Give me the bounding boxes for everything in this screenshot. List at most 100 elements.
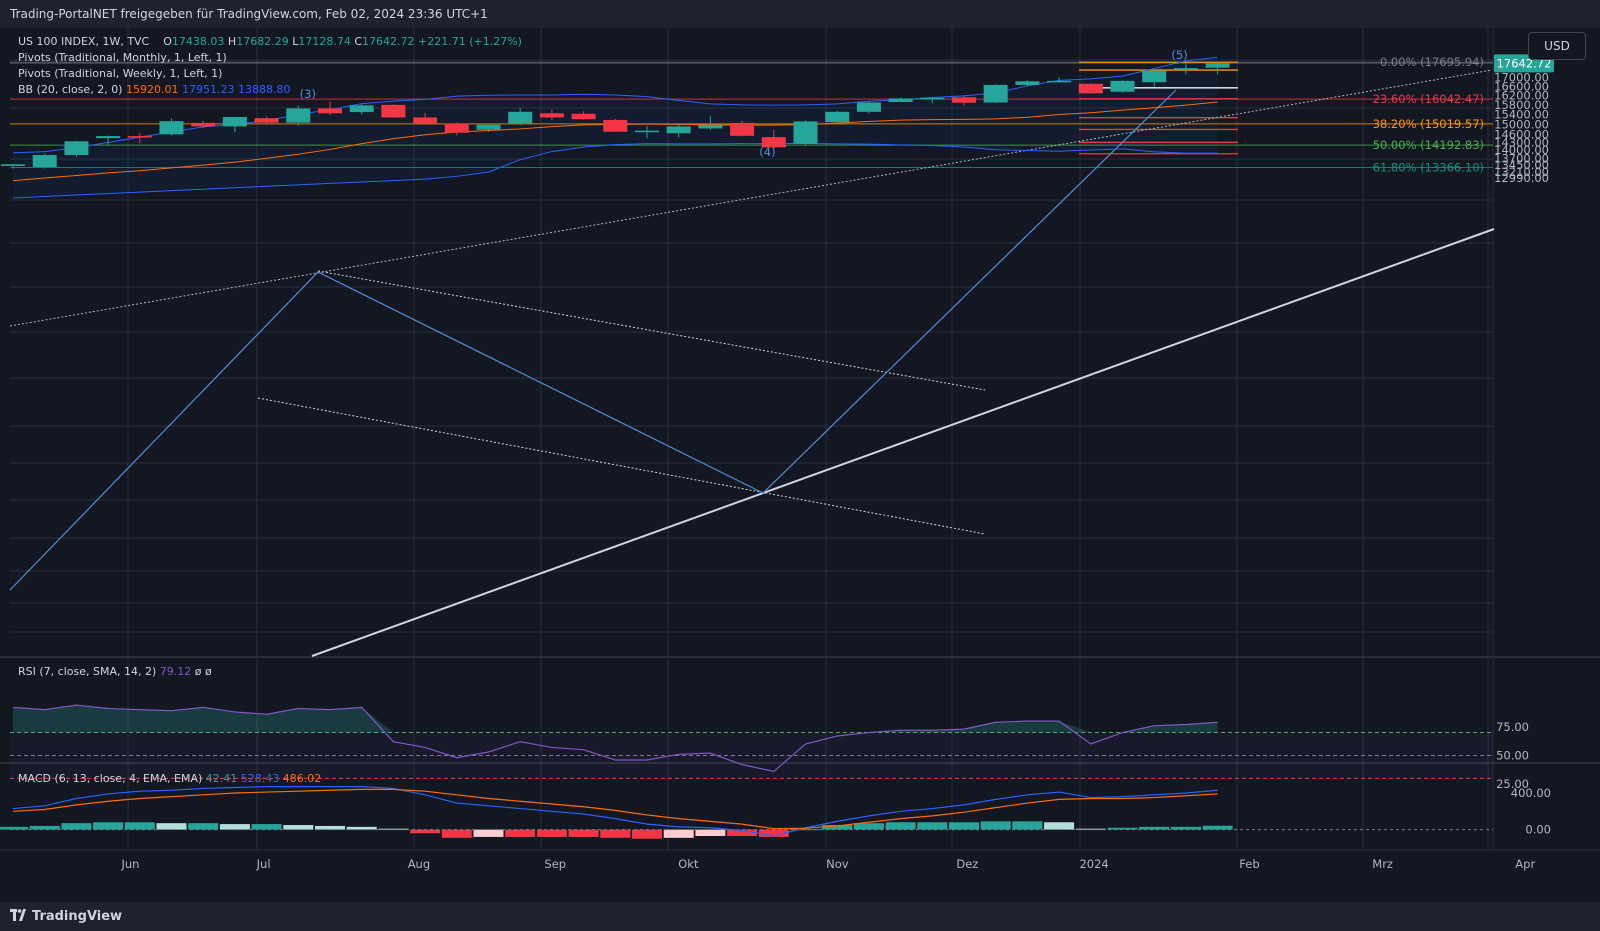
macd-hist-value: 42.41 [205, 772, 238, 785]
wave-label-2: (5) [1171, 48, 1187, 62]
macd-hist-bar-23 [727, 829, 758, 837]
rsi-legend[interactable]: RSI (7, close, SMA, 14, 2) 79.12 ø ø [18, 664, 212, 680]
legend-bb-label: BB (20, close, 2, 0) [18, 83, 123, 96]
macd-hist-bar-20 [632, 829, 662, 839]
candle-body-28 [888, 98, 913, 103]
wave-label-0: (3) [300, 87, 316, 101]
wave-label-1: (4) [759, 145, 775, 159]
macd-hist-bar-8 [251, 824, 282, 830]
rsi-value: 79.12 [159, 665, 192, 678]
rsi-label: RSI (7, close, SMA, 14, 2) [18, 665, 157, 678]
legend-open-label: O [163, 35, 172, 48]
legend-high: 17682.29 [236, 35, 289, 48]
currency-button[interactable]: USD [1528, 32, 1586, 60]
macd-hist-bar-31 [980, 821, 1011, 830]
macd-signal-line [12, 788, 1218, 830]
macd-hist-bar-35 [1107, 827, 1138, 830]
candle-body-10 [318, 108, 342, 114]
candle-body-35 [1110, 80, 1135, 92]
candle-body-4 [127, 136, 152, 138]
time-tick-8: Feb [1239, 857, 1259, 871]
bb-lower-line [12, 142, 1218, 199]
candle-body-38 [1205, 63, 1230, 68]
macd-signal-value: 486.02 [282, 772, 322, 785]
candle-body-17 [539, 113, 564, 118]
tradingview-logo-icon [10, 909, 26, 921]
candle-body-5 [159, 121, 184, 135]
legend-pivot-monthly[interactable]: Pivots (Traditional, Monthly, 1, Left, 1… [18, 51, 227, 64]
candle-body-20 [635, 130, 659, 133]
time-tick-7: 2024 [1079, 857, 1108, 871]
rsi-tick-0: 75.00 [1496, 720, 1529, 734]
time-tick-2: Aug [408, 857, 430, 871]
time-tick-0: Jun [120, 857, 139, 871]
macd-hist-bar-28 [885, 822, 916, 830]
fib-level-label-3: 50.00% (14192.83) [1373, 138, 1484, 152]
macd-hist-bar-32 [1012, 821, 1043, 830]
macd-line [12, 785, 1218, 837]
long-term-support-line [311, 228, 1495, 657]
price-tick-13: 13210.00 [1494, 165, 1549, 179]
fib-level-label-0: 0.00% (17695.94) [1380, 55, 1484, 69]
price-tick-5: 15800.00 [1494, 98, 1549, 112]
fib-level-label-4: 61.80% (13366.10) [1373, 160, 1484, 174]
macd-hist-bar-12 [378, 828, 409, 830]
fib-level-label-2: 38.20% (15019.57) [1373, 117, 1484, 131]
legend-bb-lower: 13888.80 [237, 83, 291, 96]
macd-hist-bar-27 [853, 823, 884, 830]
candle-body-9 [286, 108, 311, 123]
macd-hist-bar-25 [790, 829, 821, 831]
candle-body-12 [381, 104, 406, 118]
macd-hist-bar-37 [1170, 826, 1201, 830]
candle-body-24 [761, 137, 786, 148]
macd-legend[interactable]: MACD (6, 13, close, 4, EMA, EMA) 42.41 5… [18, 771, 321, 787]
chart-area[interactable]: 0.00% (17695.94) 23.60% (16042.47) 38.20% … [0, 28, 1600, 902]
price-tick-3: 16600.00 [1494, 79, 1549, 93]
time-tick-1: Jul [256, 857, 271, 871]
candle-body-36 [1142, 70, 1167, 83]
macd-hist-bar-15 [473, 829, 504, 837]
macd-line-value: 528.43 [240, 772, 280, 785]
price-tick-8: 14600.00 [1494, 128, 1549, 142]
tradingview-brand[interactable]: TradingView [10, 909, 122, 924]
macd-hist-bar-26 [822, 825, 853, 830]
macd-hist-bar-6 [188, 823, 219, 830]
channel-bottom-dotted-line [257, 397, 986, 535]
macd-hist-bar-18 [568, 829, 599, 837]
rsi-overbought-fill [13, 705, 1218, 733]
time-tick-9: Mrz [1372, 857, 1393, 871]
macd-hist-bar-17 [536, 829, 567, 837]
legend-symbol[interactable]: US 100 INDEX, 1W, TVC [18, 35, 150, 48]
macd-hist-bar-7 [219, 824, 250, 830]
rsi-tick-1: 50.00 [1496, 748, 1529, 762]
legend: US 100 INDEX, 1W, TVC O17438.03 H17682.2… [18, 34, 522, 98]
legend-pivot-weekly[interactable]: Pivots (Traditional, Weekly, 1, Left, 1) [18, 67, 223, 80]
time-tick-5: Nov [826, 857, 849, 871]
candle-body-11 [349, 105, 374, 113]
price-tick-7: 15000.00 [1494, 117, 1549, 131]
macd-hist-bar-33 [1044, 822, 1075, 830]
legend-change: +221.71 (+1.27%) [418, 35, 522, 48]
fib-level-label-1: 23.60% (16042.47) [1373, 92, 1484, 106]
candle-body-31 [983, 84, 1008, 103]
rsi-line [12, 704, 1218, 773]
legend-bb-row[interactable]: BB (20, close, 2, 0) 15920.01 17951.23 1… [18, 82, 522, 98]
price-tick-12: 13450.00 [1494, 158, 1549, 172]
price-tick-10: 14000.00 [1494, 143, 1549, 157]
macd-hist-bar-9 [283, 825, 314, 830]
candle-body-27 [856, 102, 881, 112]
time-tick-3: Sep [544, 857, 566, 871]
macd-hist-bar-30 [949, 822, 979, 830]
macd-hist-bar-5 [156, 823, 187, 830]
macd-hist-bar-19 [600, 829, 631, 838]
candle-body-22 [698, 124, 723, 129]
candle-body-6 [191, 122, 216, 127]
footer-brand-text: TradingView [32, 909, 123, 924]
macd-hist-bar-16 [505, 829, 536, 837]
candle-body-30 [952, 97, 976, 103]
macd-hist-bar-22 [695, 829, 726, 837]
candle-body-7 [222, 116, 247, 127]
price-tick-11: 13700.00 [1494, 151, 1549, 165]
candle-body-26 [825, 111, 850, 123]
macd-tick-1: 0.00 [1525, 823, 1551, 837]
